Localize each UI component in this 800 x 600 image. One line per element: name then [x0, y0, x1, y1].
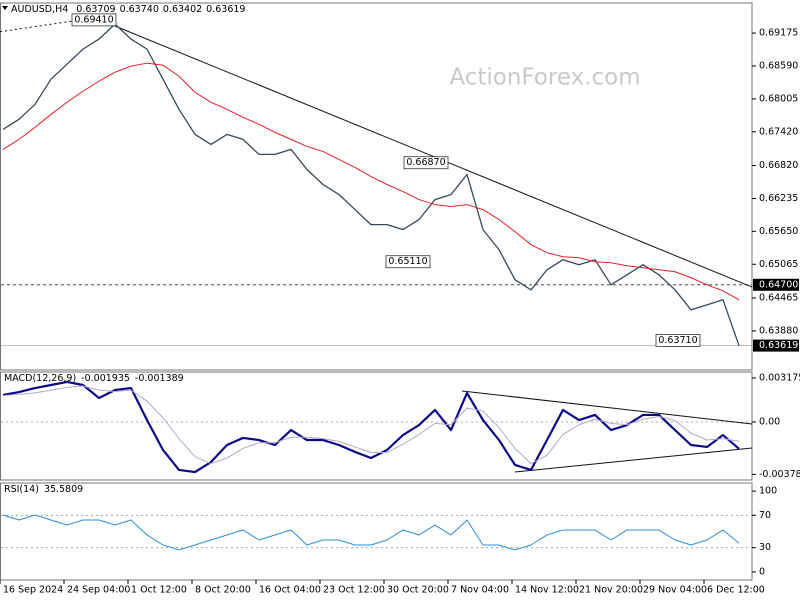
panel-frame	[0, 2, 753, 371]
trendline	[0, 16, 101, 33]
y-tick-label: 0.66820	[759, 160, 798, 171]
x-tick-label: 1 Oct 12:00	[131, 585, 187, 596]
y-tick-label: 0.64465	[759, 293, 798, 304]
x-tick-label: 7 Nov 04:00	[451, 585, 509, 596]
y-tick-label: 70	[759, 510, 771, 521]
panel-title: MACD(12,26,9)	[4, 373, 76, 384]
y-tick-label: 0.68590	[759, 60, 798, 71]
x-tick-label: 6 Dec 12:00	[707, 585, 765, 596]
level-tag	[753, 278, 799, 291]
ohlc-value: 0.63619	[206, 4, 245, 15]
y-tick-label: 0	[759, 566, 765, 577]
y-tick-label: 0.003175	[759, 373, 800, 384]
x-tick-label: 24 Sep 04:00	[67, 585, 130, 596]
x-tick-label: 8 Oct 20:00	[195, 585, 251, 596]
x-tick-label: 16 Sep 2024	[3, 585, 63, 596]
x-tick-label: 23 Oct 12:00	[323, 585, 385, 596]
panel-header: MACD(12,26,9) -0.001935 -0.001389	[4, 373, 184, 384]
panel-frame	[0, 482, 753, 581]
watermark: ActionForex.com	[449, 65, 640, 91]
y-tick-label: 30	[759, 542, 771, 553]
trendline	[461, 390, 753, 425]
last-value: -0.001935	[81, 373, 130, 384]
y-tick-label: 0.69175	[759, 28, 798, 39]
annotation-box	[655, 334, 701, 347]
annotation-label: 0.69410	[74, 14, 113, 25]
y-tick-label: 0.65065	[759, 259, 798, 270]
last-value: 35.5809	[44, 484, 83, 495]
series-line	[2, 514, 740, 551]
panel-title: AUDUSD,H4	[11, 4, 68, 15]
panel-title: RSI(14)	[4, 484, 39, 495]
y-tick-label: 0.63880	[759, 325, 798, 336]
annotation-box	[71, 13, 117, 27]
ohlc-value: 0.63709	[76, 4, 115, 15]
panel-header: AUDUSD,H4 0.63709 0.63740 0.63402 0.63619	[11, 4, 245, 15]
y-tick-label: 0.00	[759, 417, 780, 428]
x-tick-label: 30 Oct 20:00	[387, 585, 449, 596]
annotation-label: 0.66870	[406, 157, 445, 168]
ohlc-value: 0.63740	[120, 4, 159, 15]
annotation-label: 0.65110	[388, 256, 427, 267]
level-label: 0.63619	[759, 340, 798, 351]
series-line	[2, 380, 740, 474]
symbol-icon	[2, 6, 8, 10]
y-tick-label: 0.66235	[759, 193, 798, 204]
x-tick-label: 29 Nov 04:00	[643, 585, 707, 596]
y-tick-label: -0.00378	[759, 469, 800, 480]
annotation-label: 0.63710	[658, 335, 697, 346]
y-tick-label: 0.67420	[759, 126, 798, 137]
panel-frame	[0, 371, 753, 481]
panel-header: RSI(14) 35.5809	[4, 484, 83, 495]
y-tick-label: 100	[759, 486, 777, 497]
annotation-box	[403, 156, 449, 170]
level-tag	[753, 339, 799, 352]
y-tick-label: 0.65650	[759, 226, 798, 237]
x-tick-label: 14 Nov 12:00	[515, 585, 579, 596]
series-line	[2, 385, 740, 465]
y-tick-label: 0.68005	[759, 93, 798, 104]
trendline	[514, 447, 753, 473]
level-label: 0.64700	[759, 279, 798, 290]
annotation-box	[385, 255, 431, 269]
x-tick-label: 21 Nov 20:00	[579, 585, 643, 596]
last-value: -0.001389	[135, 373, 184, 384]
series-line	[2, 23, 740, 346]
trendline	[99, 19, 753, 288]
ohlc-value: 0.63402	[163, 4, 202, 15]
series-line	[2, 62, 740, 301]
x-tick-label: 16 Oct 04:00	[259, 585, 321, 596]
